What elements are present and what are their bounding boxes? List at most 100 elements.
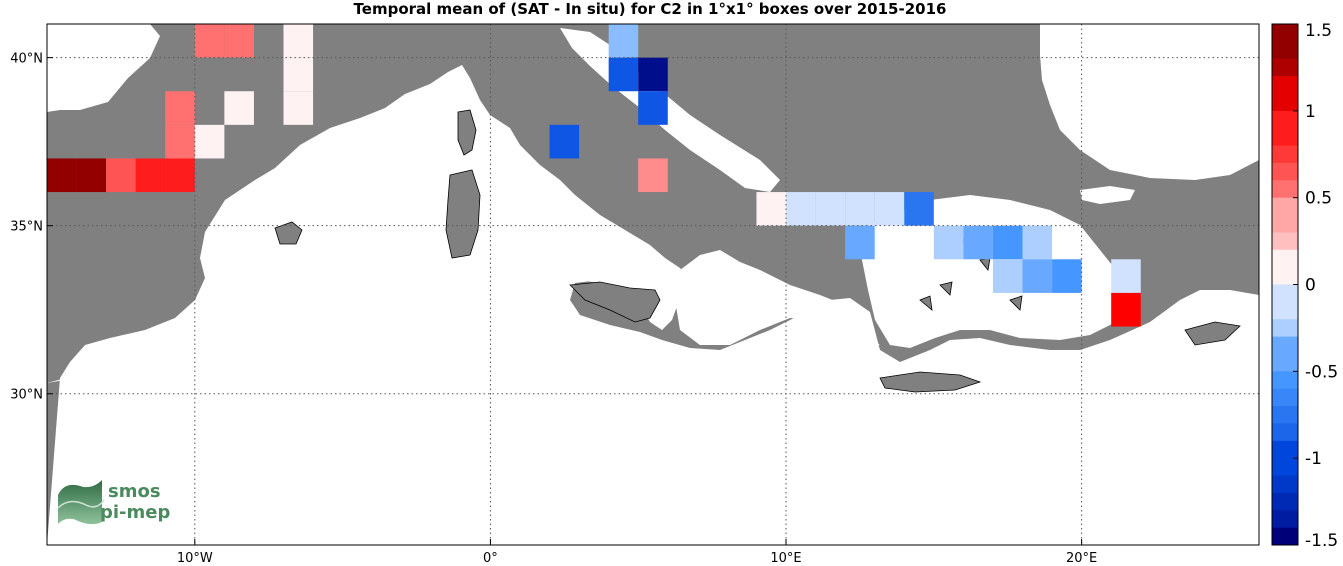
- colorbar-segment: [1272, 197, 1298, 216]
- data-cell-51: [1111, 259, 1141, 293]
- logo-waves-overlay: [57, 499, 105, 509]
- levant-sea: [1140, 298, 1259, 545]
- data-cell-33: [638, 57, 668, 92]
- map-title: Temporal mean of (SAT - In situ) for C2 …: [353, 0, 947, 18]
- tyrrhenian-sea: [480, 140, 680, 320]
- colorbar-segment: [1272, 319, 1298, 338]
- colorbar-segment: [1272, 458, 1298, 477]
- colorbar-segment: [1272, 58, 1298, 77]
- data-cell-5: [165, 124, 195, 159]
- data-cell-40: [845, 192, 875, 226]
- data-cell-49: [1022, 259, 1053, 293]
- data-cell-7: [194, 124, 225, 159]
- data-cell-36: [638, 158, 668, 193]
- marmara-sea: [1080, 186, 1135, 204]
- colorbar-segment: [1272, 284, 1298, 303]
- data-cell-47: [1022, 225, 1053, 260]
- cyprus: [1184, 321, 1241, 346]
- colorbar-segment: [1272, 76, 1298, 94]
- colorbar-tick-label: 0: [1305, 276, 1316, 296]
- data-cell-45: [963, 225, 993, 260]
- colorbar-segment: [1272, 336, 1298, 355]
- colorbar-tick-label: -1: [1305, 449, 1322, 469]
- data-cell-41: [874, 192, 905, 226]
- data-cell-10: [224, 24, 254, 58]
- data-cell-17: [283, 0, 313, 24]
- colorbar-segment: [1272, 215, 1298, 233]
- logo-line1: smos: [108, 481, 161, 502]
- sicily: [569, 281, 661, 323]
- colorbar-segment: [1272, 232, 1298, 251]
- colorbar-tick-label: 1: [1305, 102, 1316, 122]
- data-cell-35: [549, 124, 580, 159]
- data-cell-43: [845, 225, 875, 260]
- data-cell-34: [638, 91, 668, 125]
- smos-pi-mep-logo: smos pi-mep: [57, 480, 170, 525]
- map-frame: [46, 23, 1260, 546]
- data-cell-14: [283, 24, 314, 58]
- data-cell-0: [47, 158, 77, 193]
- data-cell-3: [135, 158, 166, 193]
- logo-line2: pi-mep: [100, 502, 170, 523]
- ionian-sea: [675, 250, 880, 345]
- data-cell-6: [165, 91, 195, 125]
- mallorca: [274, 221, 303, 245]
- graticule: [47, 24, 1259, 545]
- data-cell-46: [992, 225, 1023, 260]
- lat-tick-label: 35°N: [10, 220, 43, 235]
- crete: [879, 371, 982, 393]
- data-cells-layer: [47, 0, 1141, 327]
- colorbar: 1.5 1 0.5 0 -0.5 -1 -1.5: [1271, 21, 1338, 551]
- colorbar-segment: [1272, 128, 1298, 147]
- colorbar-tick-label: 0.5: [1305, 189, 1332, 209]
- data-cell-8: [224, 91, 254, 125]
- data-cell-42: [904, 192, 934, 226]
- axis-labels: 10°W 0° 10°E 20°E 30°N 35°N 40°N: [10, 52, 1097, 566]
- corsica: [457, 109, 477, 156]
- data-cell-2: [106, 158, 136, 193]
- colorbar-segment: [1272, 180, 1298, 199]
- data-cell-44: [933, 225, 964, 260]
- colorbar-segment: [1272, 440, 1298, 459]
- data-cell-52: [1111, 292, 1141, 327]
- colorbar-tick-label: 1.5: [1305, 21, 1332, 41]
- lon-tick-label: 0°: [483, 551, 498, 566]
- colorbar-segment: [1272, 145, 1298, 164]
- colorbar-segment: [1272, 423, 1298, 442]
- lon-tick-label: 10°E: [770, 551, 801, 566]
- colorbar-segment: [1272, 406, 1298, 424]
- lon-tick-label: 20°E: [1066, 551, 1097, 566]
- colorbar-segment: [1272, 162, 1298, 181]
- colorbar-segment: [1272, 110, 1298, 129]
- data-cell-32: [608, 57, 639, 92]
- colorbar-segment: [1272, 492, 1298, 511]
- colorbar-segment: [1272, 24, 1298, 42]
- data-cell-18: [313, 0, 343, 24]
- data-cell-12: [283, 91, 314, 125]
- data-cell-11: [224, 0, 254, 24]
- colorbar-segment: [1272, 301, 1298, 320]
- colorbar-tick-label: -1.5: [1305, 531, 1338, 551]
- colorbar-segment: [1272, 249, 1298, 268]
- data-cell-31: [608, 24, 639, 58]
- lon-tick-label: 10°W: [177, 551, 213, 566]
- data-cell-50: [1052, 259, 1082, 293]
- atlantic-sea: [47, 24, 160, 112]
- data-cell-30: [550, 0, 580, 24]
- data-cell-1: [76, 158, 107, 193]
- lat-tick-label: 40°N: [10, 52, 43, 67]
- sardinia: [445, 169, 481, 259]
- islands: [274, 109, 1241, 393]
- colorbar-segment: [1272, 510, 1298, 529]
- data-cell-9: [194, 24, 225, 58]
- colorbar-segment: [1272, 41, 1298, 60]
- colorbar-segment: [1272, 93, 1298, 112]
- colorbar-segment: [1272, 353, 1298, 372]
- data-cell-19: [343, 0, 373, 24]
- data-cell-4: [165, 158, 195, 193]
- colorbar-segment: [1272, 475, 1298, 494]
- black-sea: [1040, 24, 1259, 180]
- colorbar-segment: [1272, 371, 1298, 390]
- colorbar-segment: [1272, 388, 1298, 407]
